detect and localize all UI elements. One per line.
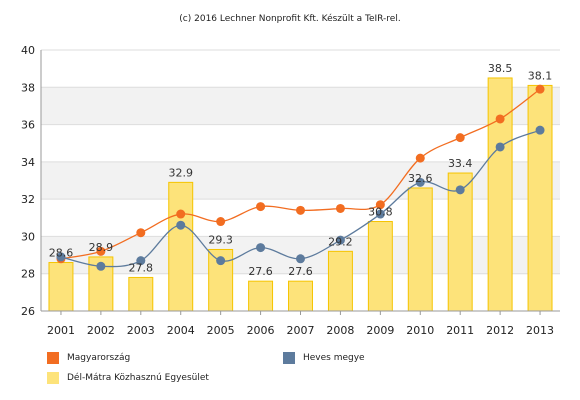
point-magyarorsz-g bbox=[455, 133, 465, 143]
x-tick-label: 2003 bbox=[127, 324, 155, 337]
point-heves-megye bbox=[375, 209, 385, 219]
bar bbox=[248, 280, 274, 312]
bar bbox=[168, 181, 194, 312]
point-magyarorsz-g bbox=[256, 202, 266, 212]
x-tick-label: 2008 bbox=[326, 324, 354, 337]
point-heves-megye bbox=[415, 177, 425, 187]
legend-swatch-heves-megye bbox=[283, 352, 295, 364]
x-tick-label: 2012 bbox=[486, 324, 514, 337]
x-tick-label: 2005 bbox=[207, 324, 235, 337]
data-label: 28.9 bbox=[89, 241, 114, 254]
chart: 26 28 30 32 34 36 38 40 2001 2002 2003 2004 2005 2006… bbox=[21, 44, 560, 337]
point-magyarorsz-g bbox=[136, 228, 146, 238]
x-tick-label: 2009 bbox=[366, 324, 394, 337]
data-label: 27.6 bbox=[288, 265, 313, 278]
data-label: 28.6 bbox=[49, 247, 74, 260]
bar bbox=[128, 276, 154, 312]
legend-label: Magyarország bbox=[67, 353, 131, 363]
chart-credit: (c) 2016 Lechner Nonprofit Kft. Készült … bbox=[179, 14, 401, 24]
x-tick-label: 2006 bbox=[247, 324, 275, 337]
x-tick-label: 2002 bbox=[87, 324, 115, 337]
x-tick-label: 2013 bbox=[526, 324, 554, 337]
y-tick-label: 38 bbox=[21, 81, 35, 94]
legend-label: Dél-Mátra Közhasznú Egyesület bbox=[67, 373, 209, 383]
point-heves-megye bbox=[256, 243, 266, 253]
y-tick-label: 30 bbox=[21, 230, 35, 243]
grid-band bbox=[41, 161, 560, 200]
y-tick-label: 26 bbox=[21, 305, 35, 318]
legend-item-del-matra[interactable]: Dél-Mátra Közhasznú Egyesület bbox=[47, 372, 209, 384]
legend-label: Heves megye bbox=[303, 353, 365, 363]
point-heves-megye bbox=[96, 261, 106, 271]
data-label: 38.1 bbox=[528, 69, 553, 82]
point-magyarorsz-g bbox=[375, 200, 385, 210]
point-heves-megye bbox=[535, 125, 545, 135]
point-magyarorsz-g bbox=[96, 246, 106, 256]
data-label: 33.4 bbox=[448, 157, 473, 170]
point-magyarorsz-g bbox=[415, 153, 425, 163]
x-tick-label: 2011 bbox=[446, 324, 474, 337]
bar bbox=[527, 84, 553, 312]
x-tick-label: 2007 bbox=[287, 324, 315, 337]
point-magyarorsz-g bbox=[495, 114, 505, 124]
y-tick-label: 32 bbox=[21, 193, 35, 206]
point-magyarorsz-g bbox=[176, 209, 186, 219]
data-label: 29.3 bbox=[208, 233, 233, 246]
legend-swatch-del-matra bbox=[47, 372, 59, 384]
legend-item-heves-megye[interactable]: Heves megye bbox=[283, 352, 365, 364]
point-heves-megye bbox=[136, 256, 146, 266]
data-label: 32.9 bbox=[168, 166, 193, 179]
point-magyarorsz-g bbox=[335, 203, 345, 213]
x-tick-label: 2010 bbox=[406, 324, 434, 337]
bar bbox=[327, 250, 353, 312]
bar bbox=[407, 187, 433, 312]
y-tick-label: 36 bbox=[21, 119, 35, 132]
point-heves-megye bbox=[176, 220, 186, 230]
point-magyarorsz-g bbox=[216, 217, 226, 227]
point-heves-megye bbox=[495, 142, 505, 152]
legend-item-magyarorszag[interactable]: Magyarország bbox=[47, 352, 130, 364]
point-heves-megye bbox=[216, 256, 226, 266]
data-label: 29.2 bbox=[328, 235, 353, 248]
point-heves-megye bbox=[56, 252, 66, 262]
data-label: 30.8 bbox=[368, 206, 393, 219]
data-label: 38.5 bbox=[488, 62, 513, 75]
point-heves-megye bbox=[455, 185, 465, 195]
data-label: 27.6 bbox=[248, 265, 273, 278]
data-label: 32.6 bbox=[408, 172, 433, 185]
x-tick-label: 2004 bbox=[167, 324, 195, 337]
legend-swatch-magyarorszag bbox=[47, 352, 59, 364]
bar bbox=[48, 262, 74, 312]
point-heves-megye bbox=[296, 254, 305, 264]
bar bbox=[288, 280, 313, 312]
y-tick-label: 40 bbox=[21, 44, 35, 57]
y-tick-label: 34 bbox=[21, 156, 35, 169]
bar bbox=[367, 221, 393, 312]
point-magyarorsz-g bbox=[535, 84, 545, 94]
data-label: 27.8 bbox=[129, 261, 154, 274]
point-heves-megye bbox=[335, 235, 345, 245]
y-tick-label: 28 bbox=[21, 268, 35, 281]
point-magyarorsz-g bbox=[296, 205, 305, 215]
x-tick-label: 2001 bbox=[47, 324, 75, 337]
grid-band bbox=[41, 87, 560, 125]
